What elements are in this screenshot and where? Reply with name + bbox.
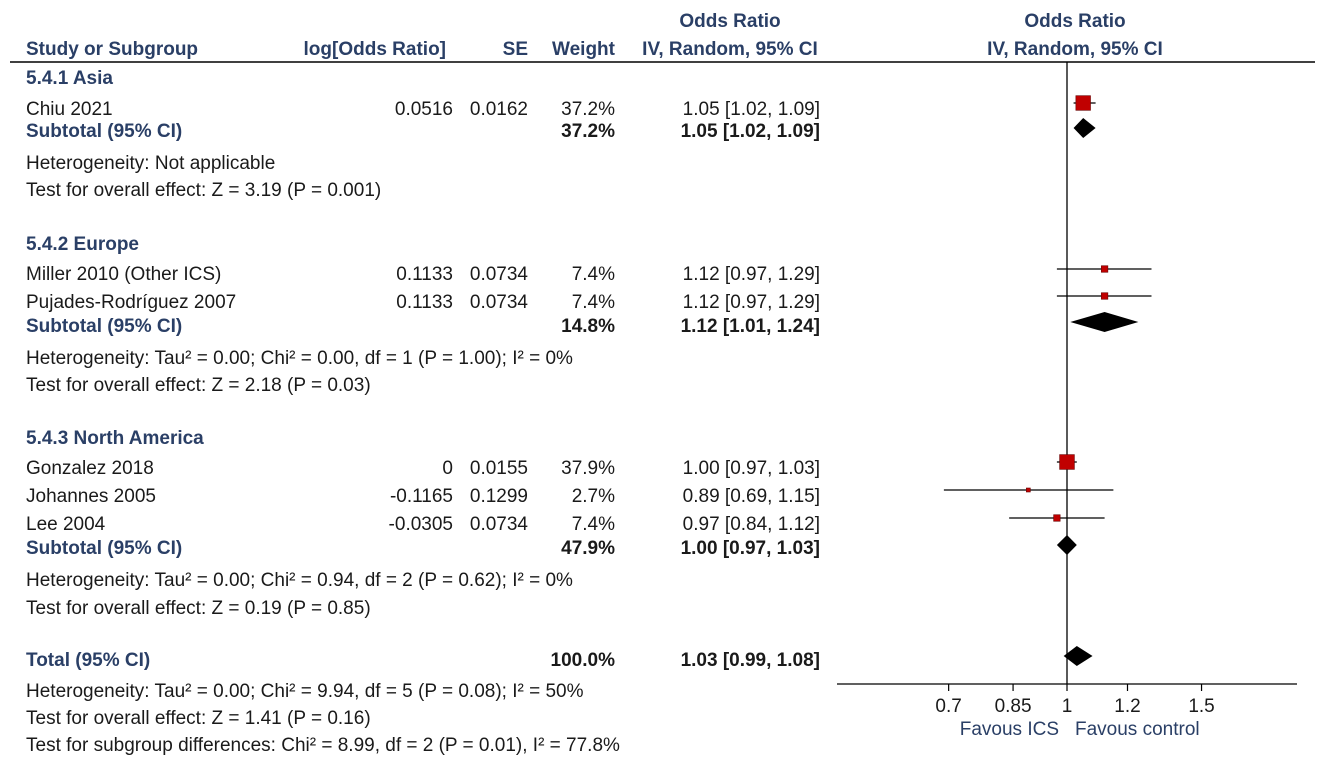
study-ci: 1.12 [0.97, 1.29] <box>682 264 820 285</box>
study-name: Chiu 2021 <box>26 99 113 120</box>
x-tick-label: 0.85 <box>995 696 1032 717</box>
total-weight: 100.0% <box>550 650 615 671</box>
subtotal-ci: 1.12 [1.01, 1.24] <box>680 316 820 337</box>
total-ci: 1.03 [0.99, 1.08] <box>680 650 820 671</box>
study-ci: 0.89 [0.69, 1.15] <box>682 486 820 507</box>
logor-column-header: log[Odds Ratio] <box>303 39 446 60</box>
plot-layer: 0.7 0.85 1 1.2 1.5 Favous ICS Favous control <box>837 62 1297 740</box>
subtotal-label: Subtotal (95% CI) <box>26 121 183 142</box>
subtotal-ci: 1.05 [1.02, 1.09] <box>680 121 820 142</box>
study-weight: 2.7% <box>571 486 615 507</box>
study-se: 0.0734 <box>469 264 528 285</box>
study-se: 0.0155 <box>469 458 528 479</box>
study-marker <box>1059 454 1075 470</box>
subtotal-label: Subtotal (95% CI) <box>26 316 183 337</box>
study-se: 0.0162 <box>469 99 528 120</box>
total-overall-effect-text: Test for overall effect: Z = 1.41 (P = 0… <box>26 708 371 729</box>
study-ci: 1.05 [1.02, 1.09] <box>682 99 820 120</box>
study-weight: 37.9% <box>561 458 615 479</box>
study-name: Pujades-Rodríguez 2007 <box>26 292 237 313</box>
study-weight: 7.4% <box>571 264 615 285</box>
total-diamond <box>1063 646 1093 666</box>
study-name: Johannes 2005 <box>26 486 156 507</box>
study-logor: 0.1133 <box>396 264 453 285</box>
group-title: 5.4.3 North America <box>26 428 204 449</box>
plot-title: Odds Ratio <box>1024 11 1126 32</box>
study-weight: 7.4% <box>571 514 615 535</box>
study-se: 0.0734 <box>469 514 528 535</box>
study-logor: 0.1133 <box>396 292 453 313</box>
study-name: Lee 2004 <box>26 514 106 535</box>
study-se: 0.1299 <box>469 486 528 507</box>
or-method-header: IV, Random, 95% CI <box>642 39 818 60</box>
subtotal-diamond <box>1056 535 1077 555</box>
study-se: 0.0734 <box>469 292 528 313</box>
weight-column-header: Weight <box>552 39 615 60</box>
x-tick-label: 1 <box>1062 696 1073 717</box>
study-weight: 37.2% <box>561 99 615 120</box>
study-marker <box>1101 265 1109 273</box>
total-label: Total (95% CI) <box>26 650 151 671</box>
study-weight: 7.4% <box>571 292 615 313</box>
group-title: 5.4.1 Asia <box>26 68 113 89</box>
subtotal-weight: 47.9% <box>561 538 615 559</box>
heterogeneity-text: Heterogeneity: Tau² = 0.00; Chi² = 0.00,… <box>26 348 573 369</box>
x-tick-label: 1.5 <box>1188 696 1214 717</box>
study-ci: 1.12 [0.97, 1.29] <box>682 292 820 313</box>
favours-right-label: Favous control <box>1075 719 1200 740</box>
se-column-header: SE <box>502 39 528 60</box>
x-tick-label: 1.2 <box>1114 696 1140 717</box>
heterogeneity-text: Heterogeneity: Tau² = 0.00; Chi² = 0.94,… <box>26 570 573 591</box>
study-logor: 0 <box>442 458 453 479</box>
x-tick-label: 0.7 <box>935 696 961 717</box>
study-marker <box>1053 514 1061 522</box>
total-heterogeneity-text: Heterogeneity: Tau² = 0.00; Chi² = 9.94,… <box>26 681 584 702</box>
study-logor: 0.0516 <box>394 99 453 120</box>
subgroup-differences-text: Test for subgroup differences: Chi² = 8.… <box>26 735 620 756</box>
study-logor: -0.0305 <box>388 514 453 535</box>
plot-method-header: IV, Random, 95% CI <box>987 39 1163 60</box>
subtotal-ci: 1.00 [0.97, 1.03] <box>680 538 820 559</box>
subtotal-weight: 14.8% <box>561 316 615 337</box>
group-title: 5.4.2 Europe <box>26 234 139 255</box>
subtotal-diamond <box>1073 118 1096 138</box>
subtotal-label: Subtotal (95% CI) <box>26 538 183 559</box>
study-marker <box>1101 292 1109 300</box>
subtotal-weight: 37.2% <box>561 121 615 142</box>
study-logor: -0.1165 <box>389 486 453 507</box>
subtotal-diamond <box>1070 312 1139 332</box>
overall-effect-text: Test for overall effect: Z = 2.18 (P = 0… <box>26 375 371 396</box>
study-ci: 1.00 [0.97, 1.03] <box>682 458 820 479</box>
study-marker <box>1026 487 1031 493</box>
favours-left-label: Favous ICS <box>960 719 1059 740</box>
study-column-header: Study or Subgroup <box>26 39 199 60</box>
or-column-title: Odds Ratio <box>679 11 781 32</box>
study-name: Miller 2010 (Other ICS) <box>26 264 222 285</box>
heterogeneity-text: Heterogeneity: Not applicable <box>26 153 276 174</box>
study-marker <box>1075 95 1091 111</box>
overall-effect-text: Test for overall effect: Z = 3.19 (P = 0… <box>26 180 382 201</box>
study-ci: 0.97 [0.84, 1.12] <box>682 514 820 535</box>
overall-effect-text: Test for overall effect: Z = 0.19 (P = 0… <box>26 598 371 619</box>
study-name: Gonzalez 2018 <box>26 458 154 479</box>
